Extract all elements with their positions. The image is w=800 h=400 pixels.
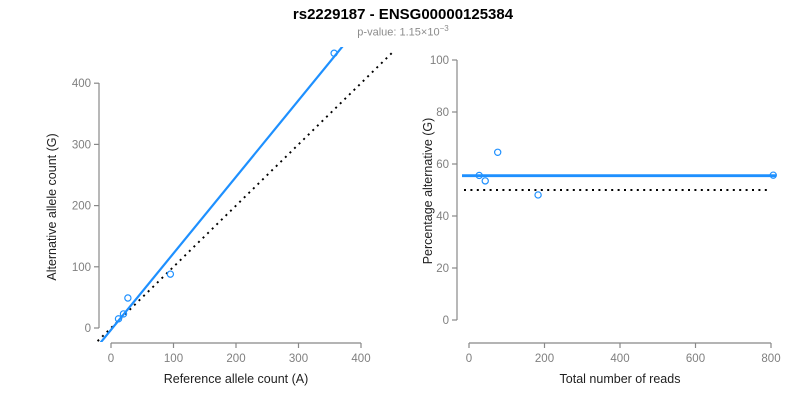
lines-group	[97, 47, 394, 342]
x-tick-label: 0	[108, 353, 114, 365]
p-value-exponent: −3	[439, 24, 449, 33]
x-tick-label: 300	[289, 353, 308, 365]
data-point	[119, 310, 128, 318]
right-x-axis-label: Total number of reads	[559, 372, 681, 386]
data-point	[475, 171, 483, 180]
x-tick-label: 400	[351, 353, 370, 365]
regression-line	[99, 47, 344, 342]
lines-group	[462, 174, 776, 191]
plot-subtitle: p-value: 1.15×10−3	[357, 24, 448, 39]
data-point	[534, 191, 542, 199]
y-tick-label: 400	[72, 78, 91, 90]
x-tick-label: 200	[226, 353, 245, 365]
y-tick-label: 0	[85, 323, 91, 335]
x-tick-label: 600	[686, 353, 705, 365]
y-tick-label: 300	[72, 139, 91, 151]
data-point	[493, 148, 502, 156]
left-x-axis-label: Reference allele count (A)	[163, 372, 309, 386]
x-tick-label: 200	[535, 353, 554, 365]
data-point	[124, 294, 132, 302]
data-point	[330, 49, 338, 57]
y-tick-label: 200	[72, 201, 91, 213]
identity-line-dotted	[97, 49, 394, 342]
allele-counts-scatter-panel: 0 100 200 300 400 0 100 200 300 400	[72, 47, 394, 365]
x-tick-label: 400	[610, 353, 629, 365]
x-tick-label: 800	[761, 353, 780, 365]
left-y-axis-label: Alternative allele count (G)	[45, 133, 59, 281]
p-value-text: p-value: 1.15×10	[357, 26, 440, 39]
data-point	[769, 171, 777, 179]
y-tick-label: 100	[430, 55, 449, 67]
y-tick-label: 40	[436, 211, 449, 223]
x-tick-label: 100	[164, 353, 183, 365]
data-point	[481, 177, 489, 185]
data-point	[166, 270, 175, 278]
percentage-vs-reads-scatter-panel: 0 200 400 600 800 0 20 40 60 80 100	[430, 55, 781, 365]
y-tick-label: 0	[443, 315, 449, 327]
y-tick-label: 20	[436, 263, 449, 275]
y-tick-label: 60	[436, 159, 449, 171]
x-tick-label: 0	[466, 353, 472, 365]
y-tick-label: 100	[72, 262, 91, 274]
right-y-axis-label: Percentage alternative (G)	[421, 117, 435, 265]
data-point	[114, 315, 123, 323]
plot-title: rs2229187 - ENSG00000125384	[292, 6, 514, 23]
y-tick-label: 80	[436, 107, 449, 119]
